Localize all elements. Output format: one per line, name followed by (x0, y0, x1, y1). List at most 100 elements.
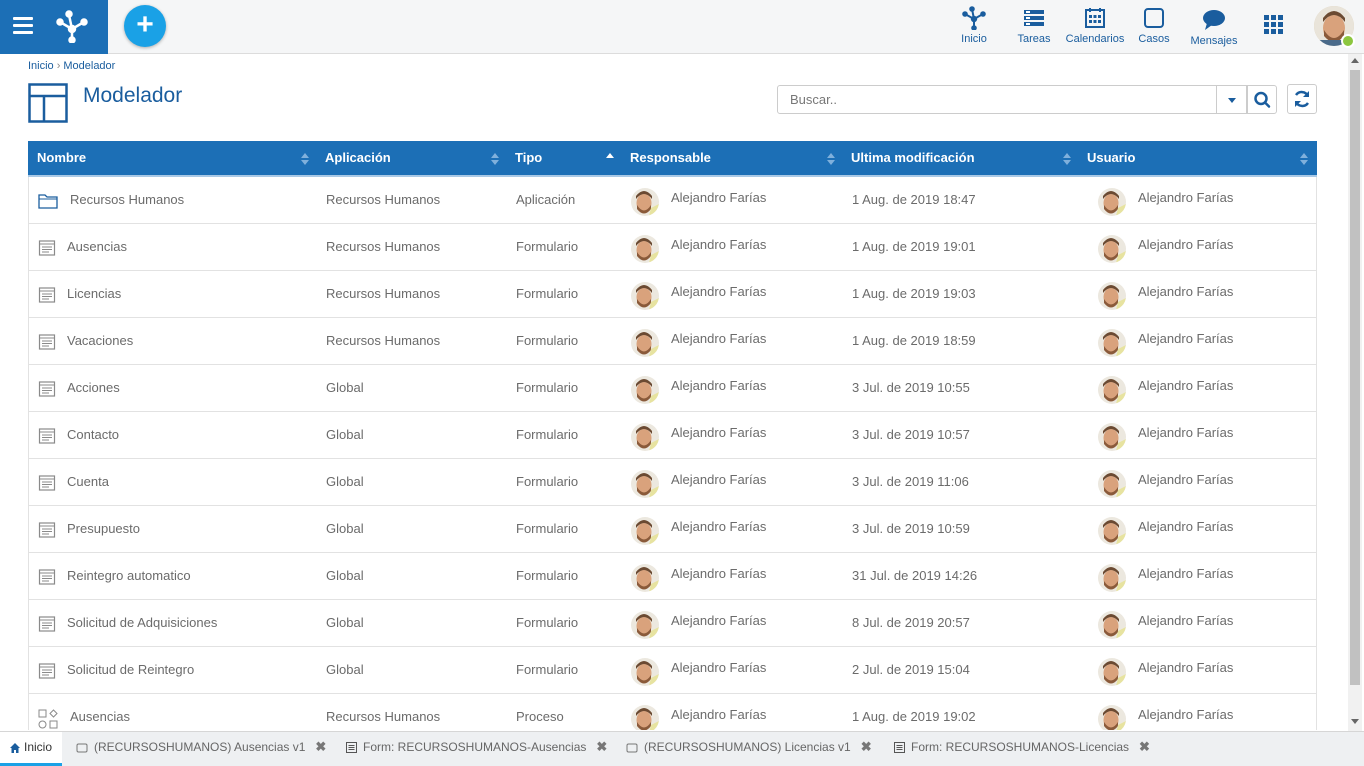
cell-usuario: Alejandro Farías (1138, 378, 1234, 393)
nav-calendarios[interactable]: Calendarios (1064, 6, 1126, 50)
nav-inicio[interactable]: Inicio (954, 6, 994, 50)
table-row[interactable]: Presupuesto Global Formulario Alejandro Far… (29, 506, 1316, 553)
col-header-aplicacion[interactable]: Aplicación (325, 150, 391, 165)
col-header-usuario[interactable]: Usuario (1087, 150, 1136, 165)
cell-tipo: Formulario (516, 239, 579, 254)
cell-nombre: Solicitud de Reintegro (67, 662, 195, 677)
cell-tipo: Formulario (516, 474, 579, 489)
refresh-button[interactable] (1287, 84, 1317, 114)
form-icon (38, 427, 56, 445)
cell-responsable: Alejandro Farías (671, 613, 767, 628)
apps-grid-icon[interactable] (1264, 15, 1284, 35)
network-icon (962, 6, 986, 30)
models-table: Nombre Aplicación Tipo Responsable Ultim… (28, 141, 1317, 730)
cell-nombre: Licencias (67, 286, 122, 301)
col-header-modificacion[interactable]: Ultima modificación (851, 150, 975, 165)
close-icon[interactable]: ✖ (315, 739, 327, 754)
scroll-up-arrow-icon[interactable] (1351, 58, 1359, 63)
nav-calendarios-label: Calendarios (1065, 33, 1125, 45)
nav-casos[interactable]: Casos (1134, 6, 1174, 50)
nav-mensajes[interactable]: Mensajes (1188, 6, 1240, 50)
tab-process-licencias[interactable]: (RECURSOSHUMANOS) Licencias v1 ✖ (626, 732, 872, 766)
tab-inicio[interactable]: Inicio (0, 732, 62, 766)
cell-modificacion: 1 Aug. de 2019 19:03 (852, 286, 976, 301)
usuario-avatar (1098, 564, 1126, 592)
sort-icon[interactable] (1300, 153, 1308, 165)
scroll-down-arrow-icon[interactable] (1351, 719, 1359, 724)
online-status-dot (1341, 34, 1355, 48)
table-row[interactable]: Cuenta Global Formulario Alejandro Farías 3 … (29, 459, 1316, 506)
table-row[interactable]: Ausencias Recursos Humanos Formulario Aleja… (29, 224, 1316, 271)
process-icon (38, 709, 58, 729)
breadcrumb-current[interactable]: Modelador (63, 60, 116, 72)
add-button[interactable]: + (124, 5, 166, 47)
folder-icon (38, 192, 58, 210)
col-header-tipo[interactable]: Tipo (515, 150, 543, 165)
responsable-avatar (631, 423, 659, 451)
hamburger-menu-icon[interactable] (13, 17, 33, 35)
cell-modificacion: 1 Aug. de 2019 19:02 (852, 709, 976, 724)
cell-nombre: Acciones (67, 380, 120, 395)
form-tab-icon (894, 742, 905, 754)
cell-usuario: Alejandro Farías (1138, 190, 1234, 205)
usuario-avatar (1098, 517, 1126, 545)
form-icon (38, 615, 56, 633)
table-row[interactable]: Acciones Global Formulario Alejandro Farías… (29, 365, 1316, 412)
cell-nombre: Recursos Humanos (70, 192, 185, 207)
sort-icon[interactable] (827, 153, 835, 165)
responsable-avatar (631, 611, 659, 639)
cell-aplicacion: Recursos Humanos (326, 192, 441, 207)
search-dropdown-button[interactable] (1216, 85, 1247, 114)
table-row[interactable]: Licencias Recursos Humanos Formulario Aleja… (29, 271, 1316, 318)
nav-tareas[interactable]: Tareas (1014, 6, 1054, 50)
vertical-scrollbar[interactable] (1348, 54, 1362, 731)
search-input[interactable] (777, 85, 1217, 114)
cell-tipo: Formulario (516, 568, 579, 583)
cell-responsable: Alejandro Farías (671, 660, 767, 675)
cell-responsable: Alejandro Farías (671, 425, 767, 440)
sort-icon[interactable] (491, 153, 499, 165)
tab-label: (RECURSOSHUMANOS) Ausencias v1 (94, 740, 306, 754)
cell-aplicacion: Recursos Humanos (326, 239, 441, 254)
process-tab-icon (626, 743, 638, 753)
cell-aplicacion: Global (326, 568, 364, 583)
table-row[interactable]: Reintegro automatico Global Formulario Alej… (29, 553, 1316, 600)
cell-nombre: Ausencias (70, 709, 130, 724)
search-button[interactable] (1247, 85, 1277, 114)
cell-responsable: Alejandro Farías (671, 378, 767, 393)
sort-icon[interactable] (1063, 153, 1071, 165)
cell-aplicacion: Global (326, 521, 364, 536)
tab-form-licencias[interactable]: Form: RECURSOSHUMANOS-Licencias ✖ (894, 732, 1150, 766)
cell-modificacion: 31 Jul. de 2019 14:26 (852, 568, 978, 583)
tab-process-ausencias[interactable]: (RECURSOSHUMANOS) Ausencias v1 ✖ (76, 732, 326, 766)
table-row[interactable]: Vacaciones Recursos Humanos Formulario Alej… (29, 318, 1316, 365)
logo-icon[interactable] (54, 9, 90, 43)
nav-tareas-label: Tareas (1017, 33, 1051, 45)
sort-icon[interactable] (301, 153, 309, 165)
table-row[interactable]: Solicitud de Adquisiciones Global Formular… (29, 600, 1316, 647)
col-header-nombre[interactable]: Nombre (37, 150, 87, 165)
table-row[interactable]: Solicitud de Reintegro Global Formulario Al… (29, 647, 1316, 694)
form-icon (38, 286, 56, 304)
close-icon[interactable]: ✖ (596, 739, 608, 754)
breadcrumb-home[interactable]: Inicio (28, 60, 54, 72)
col-header-responsable[interactable]: Responsable (630, 150, 711, 165)
responsable-avatar (631, 470, 659, 498)
sort-ascending-icon[interactable] (606, 153, 614, 165)
table-row[interactable]: Contacto Global Formulario Alejandro Farías… (29, 412, 1316, 459)
messages-icon (1203, 10, 1225, 30)
page-title: Modelador (83, 84, 183, 107)
calendar-icon (1085, 8, 1105, 28)
cell-aplicacion: Global (326, 615, 364, 630)
scroll-thumb[interactable] (1350, 70, 1360, 685)
close-icon[interactable]: ✖ (860, 739, 872, 754)
table-row[interactable]: Ausencias Recursos Humanos Proceso Alejandr… (29, 694, 1316, 730)
table-row[interactable]: Recursos Humanos Recursos Humanos Aplicaci… (29, 177, 1316, 224)
close-icon[interactable]: ✖ (1139, 739, 1150, 754)
cell-usuario: Alejandro Farías (1138, 707, 1234, 722)
cell-tipo: Formulario (516, 662, 579, 677)
home-icon (10, 742, 20, 753)
tab-label: Form: RECURSOSHUMANOS-Licencias (911, 740, 1130, 754)
cell-tipo: Formulario (516, 380, 579, 395)
tab-form-ausencias[interactable]: Form: RECURSOSHUMANOS-Ausencias ✖ (346, 732, 607, 766)
